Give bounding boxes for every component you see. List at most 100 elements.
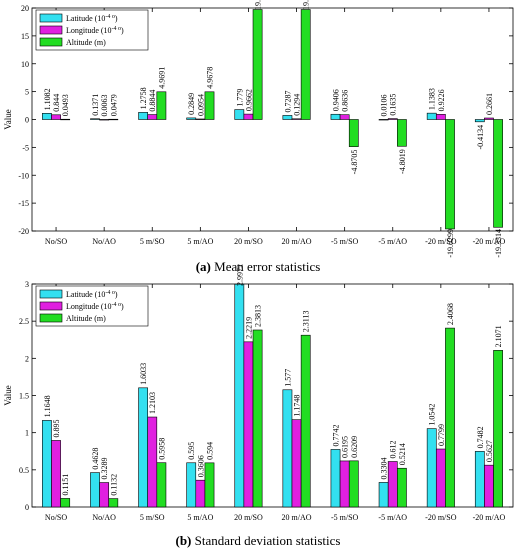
data-label: 1.2103 [148, 392, 157, 414]
bar-longitude [484, 464, 494, 508]
legend-swatch [39, 313, 63, 323]
y-tick-label: 2.5 [19, 317, 29, 326]
bar-longitude [195, 118, 206, 120]
x-tick-label: 5 m/SO [140, 513, 165, 522]
data-label: 0.844 [52, 94, 61, 112]
bar-latitude [186, 462, 197, 508]
data-label: -19.3314 [494, 229, 503, 258]
data-label: 0.595 [187, 442, 196, 460]
bar-longitude [51, 440, 61, 508]
bar-latitude [234, 109, 245, 120]
bar-altitude [156, 91, 167, 120]
x-tick-label: 5 m/AO [187, 513, 213, 522]
data-label: 0.0063 [100, 94, 109, 116]
bar-longitude [243, 113, 254, 120]
data-label: 1.0542 [428, 404, 437, 426]
bar-latitude [330, 449, 341, 508]
bar-longitude [99, 119, 110, 121]
bar-altitude [204, 91, 215, 120]
bar-altitude [445, 119, 455, 230]
data-label: 0.5958 [157, 438, 166, 460]
data-label: 0.7742 [332, 424, 341, 446]
bar-altitude [60, 118, 71, 121]
y-tick-label: 15 [21, 32, 29, 41]
y-tick-label: -15 [18, 199, 29, 208]
data-label: 0.4628 [91, 448, 100, 470]
data-label: 0.6209 [350, 436, 359, 458]
data-label: 0.1294 [293, 94, 302, 116]
bar-altitude [348, 119, 359, 147]
y-axis-label: Value [3, 385, 13, 406]
legend-swatch [39, 301, 63, 311]
bar-longitude [291, 118, 302, 120]
bar-latitude [426, 112, 437, 120]
x-tick-label: 20 m/AO [282, 513, 312, 522]
data-label: 0.1132 [109, 474, 118, 496]
legend: Latitude (10-4 o) Longitude (10-4 o) Altit… [35, 285, 149, 327]
y-tick-label: -20 [18, 227, 29, 236]
y-tick-label: 3 [25, 280, 29, 289]
data-label: 2.3813 [254, 305, 263, 327]
data-label: 1.1383 [428, 88, 437, 110]
data-label: 0.5627 [485, 440, 494, 462]
y-tick-label: 10 [21, 60, 29, 69]
x-tick-label: -20 m/AO [473, 513, 506, 522]
data-label: 2.9972 [235, 264, 244, 286]
bar-latitude [90, 118, 100, 120]
legend-swatch [39, 13, 63, 23]
data-label: 0.1635 [389, 94, 398, 116]
x-tick-label: -5 m/SO [331, 237, 359, 246]
data-label: 0.0493 [61, 94, 70, 116]
data-label: -19.6299 [446, 229, 455, 258]
data-label: 0.7799 [437, 424, 446, 446]
bar-longitude [147, 114, 158, 120]
data-label: 0.1371 [91, 94, 100, 116]
bar-latitude [138, 387, 148, 508]
bar-longitude [99, 482, 110, 508]
bar-altitude [204, 462, 215, 508]
data-label: 4.9678 [205, 67, 214, 89]
x-tick-label: 20 m/SO [234, 237, 263, 246]
bar-longitude [387, 461, 398, 508]
data-label: 1.1748 [293, 395, 302, 417]
data-label: 0.0479 [109, 94, 118, 116]
y-tick-label: 2 [25, 354, 29, 363]
data-label: -4.8019 [398, 149, 407, 174]
legend-label: Longitude (10-4 o) [66, 302, 124, 311]
figure-caption: (a) Mean error statistics [196, 259, 321, 274]
bar-altitude [60, 498, 71, 508]
figure-caption: (b) Standard deviation statistics [175, 533, 340, 548]
data-label: 1.1082 [43, 88, 52, 110]
bar-altitude [156, 462, 167, 508]
data-label: 19.7285 [254, 0, 263, 10]
y-tick-label: 20 [21, 4, 29, 13]
data-label: 1.6033 [139, 363, 148, 385]
x-tick-label: No/AO [92, 237, 116, 246]
x-tick-label: -20 m/SO [425, 237, 457, 246]
data-label: 19.7273 [302, 0, 311, 10]
data-label: 0.3289 [100, 458, 109, 480]
bar-longitude [291, 419, 302, 508]
data-label: 4.9691 [157, 67, 166, 89]
bar-latitude [234, 283, 245, 508]
legend-label: Latitude (10-4 o) [66, 290, 118, 299]
data-label: 1.779 [235, 89, 244, 107]
bar-longitude [147, 416, 158, 508]
bar-longitude [51, 114, 61, 120]
bar-latitude [138, 112, 148, 120]
bar-latitude [378, 482, 389, 508]
data-label: 0.612 [389, 441, 398, 459]
x-tick-label: -5 m/AO [378, 513, 407, 522]
y-tick-label: 5 [25, 88, 29, 97]
data-label: 0.1151 [61, 474, 70, 496]
bar-altitude [397, 119, 407, 147]
bar-altitude [493, 119, 503, 228]
data-label: 0.895 [52, 419, 61, 437]
data-label: 2.1071 [494, 325, 503, 347]
data-label: 0.5214 [398, 443, 407, 465]
data-label: 0.9226 [437, 89, 446, 111]
data-label: 0.6195 [341, 436, 350, 458]
bar-latitude [330, 113, 341, 120]
data-label: 0.9406 [332, 89, 341, 111]
